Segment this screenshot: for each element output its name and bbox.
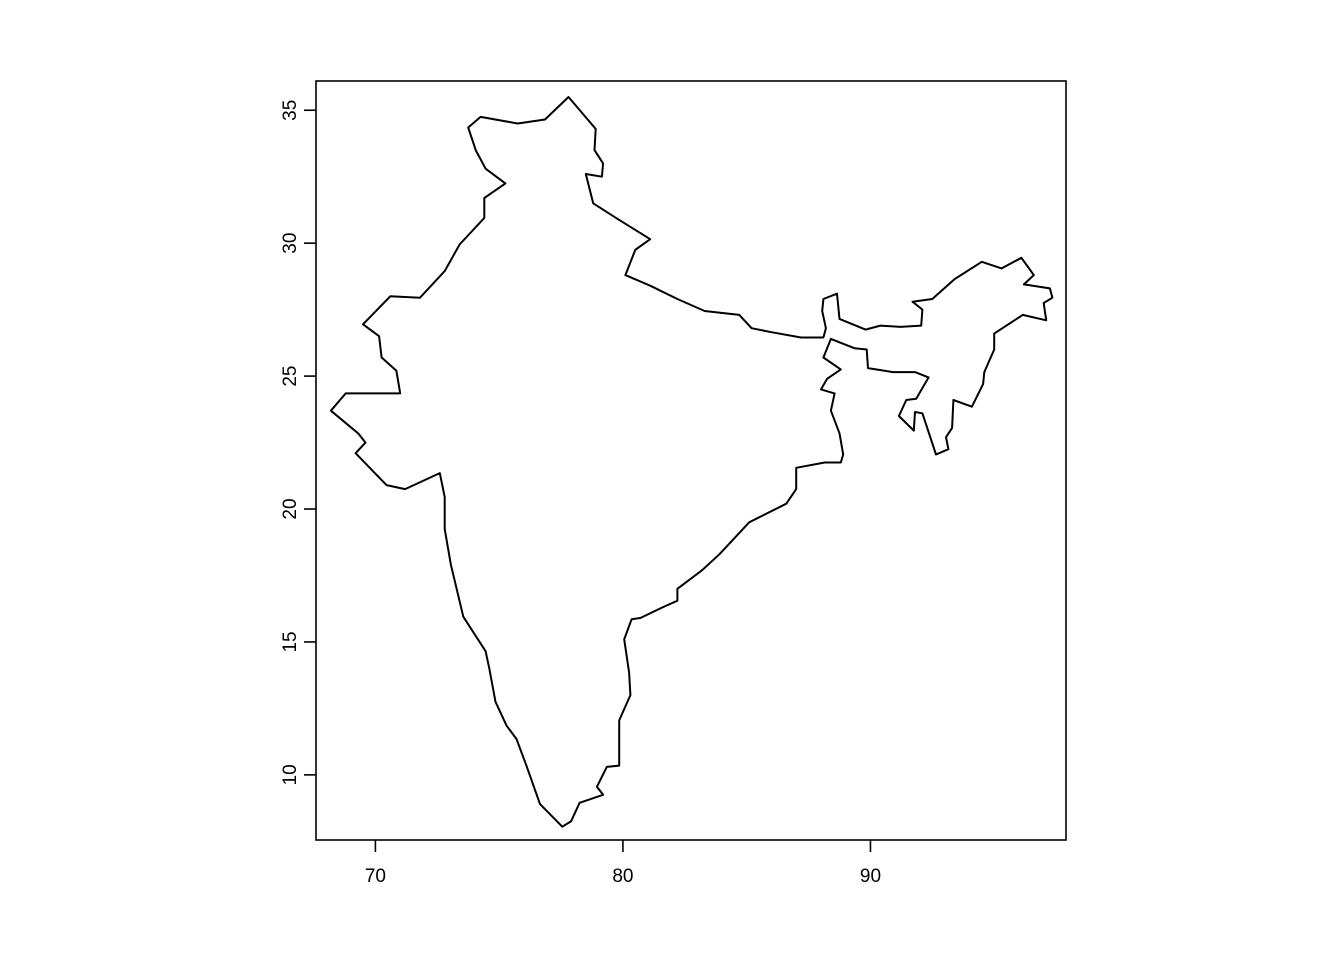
plot-frame: [315, 80, 1067, 841]
country-outline: [329, 96, 1054, 828]
y-tick-label: 15: [280, 631, 301, 652]
x-tick-label: 80: [612, 866, 633, 887]
y-tick-label: 20: [280, 498, 301, 519]
axis-ticks: [304, 109, 872, 852]
y-tick-label: 30: [280, 233, 301, 254]
axis-tick-labels: 70 80 90 10 15 20 25 30 35: [280, 100, 881, 887]
y-tick-label: 25: [280, 366, 301, 387]
x-tick-label: 90: [860, 866, 881, 887]
y-tick-label: 35: [280, 100, 301, 121]
x-tick-label: 70: [365, 866, 386, 887]
y-tick-label: 10: [280, 764, 301, 785]
